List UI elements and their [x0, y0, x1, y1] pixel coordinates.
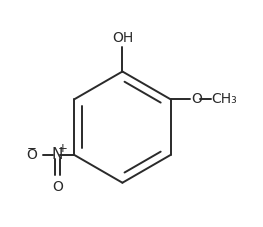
Text: N: N: [52, 147, 63, 163]
Text: CH₃: CH₃: [211, 92, 237, 106]
Text: +: +: [57, 142, 67, 155]
Text: OH: OH: [112, 31, 133, 45]
Text: −: −: [27, 142, 37, 155]
Text: O: O: [52, 180, 63, 194]
Text: O: O: [26, 148, 37, 162]
Text: O: O: [191, 92, 202, 106]
